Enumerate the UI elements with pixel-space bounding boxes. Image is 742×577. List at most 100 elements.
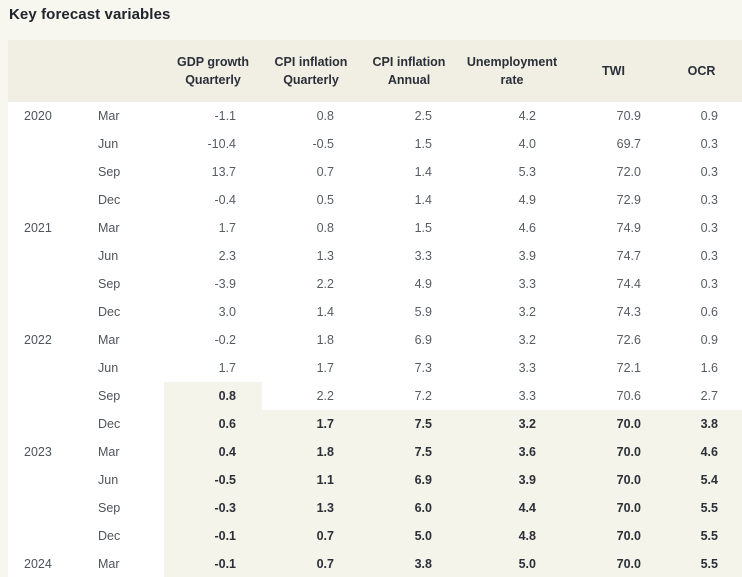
cell-twi: 74.3 bbox=[566, 298, 661, 326]
cell-cpi-inflation-annual: 3.3 bbox=[360, 242, 458, 270]
cell-unemployment-rate: 4.4 bbox=[458, 494, 566, 522]
cell-cpi-inflation-quarterly: 1.1 bbox=[262, 466, 360, 494]
cell-gdp-growth-quarterly: 2.3 bbox=[164, 242, 262, 270]
cell-twi: 70.0 bbox=[566, 438, 661, 466]
table-row: 2024 Mar -0.1 0.7 3.8 5.0 70.0 5.5 bbox=[8, 550, 742, 577]
cell-twi: 70.9 bbox=[566, 102, 661, 130]
month-label: Jun bbox=[78, 354, 164, 382]
cell-ocr: 2.7 bbox=[661, 382, 742, 410]
cell-ocr: 4.6 bbox=[661, 438, 742, 466]
cell-cpi-inflation-quarterly: 0.7 bbox=[262, 550, 360, 577]
year-label bbox=[8, 466, 78, 494]
cell-cpi-inflation-quarterly: 0.7 bbox=[262, 158, 360, 186]
month-label: Mar bbox=[78, 550, 164, 577]
cell-twi: 72.9 bbox=[566, 186, 661, 214]
cell-cpi-inflation-quarterly: 2.2 bbox=[262, 270, 360, 298]
cell-unemployment-rate: 4.8 bbox=[458, 522, 566, 550]
table-row: Jun 2.3 1.3 3.3 3.9 74.7 0.3 bbox=[8, 242, 742, 270]
table-row: Jun -10.4 -0.5 1.5 4.0 69.7 0.3 bbox=[8, 130, 742, 158]
column-header-label: CPI inflation bbox=[274, 54, 348, 69]
cell-cpi-inflation-quarterly: 1.7 bbox=[262, 354, 360, 382]
cell-twi: 70.0 bbox=[566, 550, 661, 577]
column-header-label-line2: rate bbox=[500, 73, 524, 87]
cell-unemployment-rate: 3.2 bbox=[458, 326, 566, 354]
cell-unemployment-rate: 4.0 bbox=[458, 130, 566, 158]
cell-cpi-inflation-annual: 5.0 bbox=[360, 522, 458, 550]
cell-gdp-growth-quarterly: -0.1 bbox=[164, 550, 262, 577]
cell-cpi-inflation-annual: 7.3 bbox=[360, 354, 458, 382]
cell-ocr: 5.5 bbox=[661, 522, 742, 550]
table-row: Sep 0.8 2.2 7.2 3.3 70.6 2.7 bbox=[8, 382, 742, 410]
cell-ocr: 0.3 bbox=[661, 130, 742, 158]
year-label bbox=[8, 158, 78, 186]
column-header-gdp-growth-quarterly: GDP growth Quarterly bbox=[164, 40, 262, 102]
cell-cpi-inflation-quarterly: 0.5 bbox=[262, 186, 360, 214]
year-label bbox=[8, 242, 78, 270]
cell-cpi-inflation-quarterly: 1.3 bbox=[262, 242, 360, 270]
column-header-label: OCR bbox=[687, 63, 716, 78]
table-body: 2020 Mar -1.1 0.8 2.5 4.2 70.9 0.9 Jun -10.4 -0.5 1… bbox=[8, 102, 742, 577]
cell-ocr: 0.9 bbox=[661, 102, 742, 130]
year-label bbox=[8, 410, 78, 438]
cell-unemployment-rate: 3.6 bbox=[458, 438, 566, 466]
month-label: Sep bbox=[78, 158, 164, 186]
column-header-cpi-inflation-annual: CPI inflation Annual bbox=[360, 40, 458, 102]
cell-twi: 70.0 bbox=[566, 494, 661, 522]
column-header-label-line2: Quarterly bbox=[185, 73, 241, 87]
cell-gdp-growth-quarterly: 1.7 bbox=[164, 354, 262, 382]
year-label: 2023 bbox=[8, 438, 78, 466]
cell-twi: 70.0 bbox=[566, 410, 661, 438]
cell-ocr: 0.9 bbox=[661, 326, 742, 354]
cell-cpi-inflation-annual: 7.2 bbox=[360, 382, 458, 410]
table-row: Sep 13.7 0.7 1.4 5.3 72.0 0.3 bbox=[8, 158, 742, 186]
month-label: Dec bbox=[78, 186, 164, 214]
cell-unemployment-rate: 3.2 bbox=[458, 410, 566, 438]
cell-cpi-inflation-annual: 2.5 bbox=[360, 102, 458, 130]
cell-ocr: 0.6 bbox=[661, 298, 742, 326]
table-row: 2023 Mar 0.4 1.8 7.5 3.6 70.0 4.6 bbox=[8, 438, 742, 466]
column-header-year-spacer bbox=[8, 40, 78, 102]
cell-cpi-inflation-annual: 3.8 bbox=[360, 550, 458, 577]
table-row: 2021 Mar 1.7 0.8 1.5 4.6 74.9 0.3 bbox=[8, 214, 742, 242]
cell-cpi-inflation-annual: 6.0 bbox=[360, 494, 458, 522]
cell-cpi-inflation-annual: 1.4 bbox=[360, 186, 458, 214]
cell-twi: 70.6 bbox=[566, 382, 661, 410]
table-row: Dec -0.1 0.7 5.0 4.8 70.0 5.5 bbox=[8, 522, 742, 550]
column-header-label-line2: Annual bbox=[387, 73, 431, 87]
table-row: Jun -0.5 1.1 6.9 3.9 70.0 5.4 bbox=[8, 466, 742, 494]
cell-ocr: 0.3 bbox=[661, 158, 742, 186]
column-header-cpi-inflation-quarterly: CPI inflation Quarterly bbox=[262, 40, 360, 102]
month-label: Sep bbox=[78, 270, 164, 298]
cell-cpi-inflation-quarterly: 1.7 bbox=[262, 410, 360, 438]
cell-unemployment-rate: 3.3 bbox=[458, 382, 566, 410]
cell-twi: 70.0 bbox=[566, 522, 661, 550]
cell-cpi-inflation-annual: 6.9 bbox=[360, 466, 458, 494]
cell-gdp-growth-quarterly: 3.0 bbox=[164, 298, 262, 326]
column-header-month-spacer bbox=[78, 40, 164, 102]
cell-twi: 74.7 bbox=[566, 242, 661, 270]
cell-gdp-growth-quarterly: -0.1 bbox=[164, 522, 262, 550]
cell-unemployment-rate: 4.9 bbox=[458, 186, 566, 214]
cell-gdp-growth-quarterly: 0.4 bbox=[164, 438, 262, 466]
cell-cpi-inflation-annual: 1.4 bbox=[360, 158, 458, 186]
year-label bbox=[8, 354, 78, 382]
cell-unemployment-rate: 3.3 bbox=[458, 354, 566, 382]
cell-cpi-inflation-annual: 1.5 bbox=[360, 214, 458, 242]
cell-ocr: 3.8 bbox=[661, 410, 742, 438]
month-label: Mar bbox=[78, 326, 164, 354]
month-label: Dec bbox=[78, 298, 164, 326]
cell-gdp-growth-quarterly: -0.5 bbox=[164, 466, 262, 494]
cell-gdp-growth-quarterly: -1.1 bbox=[164, 102, 262, 130]
cell-ocr: 0.3 bbox=[661, 242, 742, 270]
cell-cpi-inflation-annual: 5.9 bbox=[360, 298, 458, 326]
month-label: Mar bbox=[78, 214, 164, 242]
cell-ocr: 0.3 bbox=[661, 186, 742, 214]
cell-twi: 72.1 bbox=[566, 354, 661, 382]
month-label: Dec bbox=[78, 522, 164, 550]
cell-unemployment-rate: 3.3 bbox=[458, 270, 566, 298]
cell-cpi-inflation-quarterly: 0.8 bbox=[262, 214, 360, 242]
cell-ocr: 5.4 bbox=[661, 466, 742, 494]
cell-unemployment-rate: 3.2 bbox=[458, 298, 566, 326]
year-label: 2024 bbox=[8, 550, 78, 577]
cell-cpi-inflation-quarterly: 0.7 bbox=[262, 522, 360, 550]
